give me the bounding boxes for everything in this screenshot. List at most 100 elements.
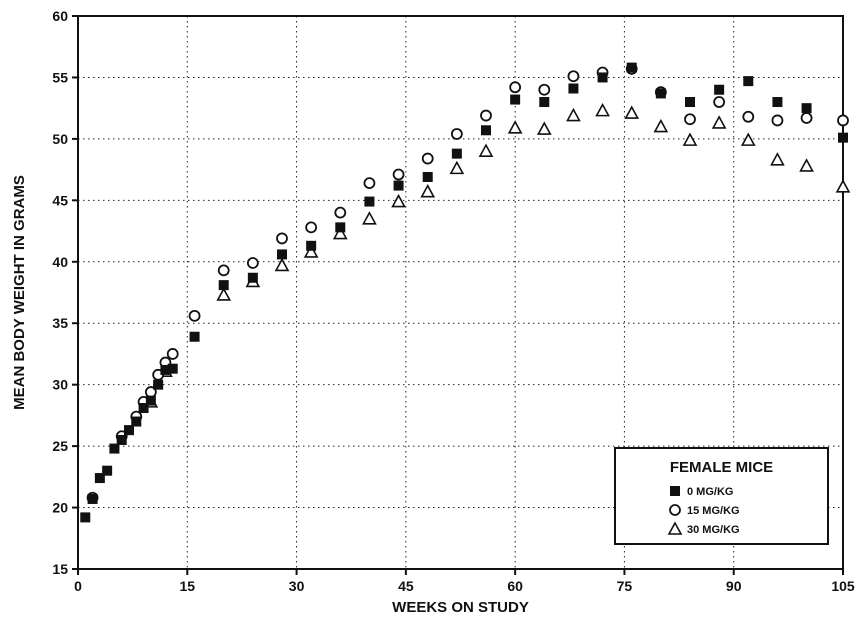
filled-square-point (335, 222, 346, 233)
legend-items: 0 MG/KG 15 MG/KG 30 MG/KG (667, 486, 740, 536)
legend-open-triangle-icon (667, 521, 683, 535)
filled-square-point (510, 94, 521, 105)
legend-item: 15 MG/KG (669, 504, 740, 517)
open-circle-point (742, 110, 755, 123)
open-circle-point (450, 128, 463, 140)
y-axis-title: MEAN BODY WEIGHT IN GRAMS (11, 175, 28, 410)
open-triangle-point (740, 132, 756, 146)
open-circle-point (800, 112, 813, 124)
filled-square-point (167, 363, 178, 374)
y-tick-label: 45 (52, 192, 68, 208)
filled-square-point (94, 473, 105, 484)
open-triangle-point (770, 152, 785, 166)
open-circle-point (421, 152, 434, 165)
filled-square-point (87, 493, 98, 504)
open-triangle-point (478, 143, 494, 157)
open-circle-point (363, 177, 376, 190)
x-tick-label: 45 (398, 578, 414, 594)
legend-filled-square-icon (670, 486, 680, 496)
series-open-triangle (143, 102, 851, 408)
y-tick-label: 20 (52, 500, 68, 516)
open-triangle-point (711, 115, 727, 129)
y-tick-label: 30 (52, 377, 68, 393)
legend-title: FEMALE MICE (670, 459, 773, 476)
y-tick-label: 40 (52, 254, 68, 270)
filled-square-point (393, 180, 404, 191)
axis-ticks: 0 15 30 45 60 75 90 105 15 20 25 30 35 40 45 50 55 60 (52, 8, 854, 594)
y-tick-label: 15 (52, 561, 68, 577)
x-tick-label: 15 (179, 578, 195, 594)
x-tick-label: 105 (831, 578, 855, 594)
x-tick-label: 75 (617, 578, 633, 594)
legend-box (614, 447, 829, 545)
filled-square-point (124, 425, 134, 436)
open-triangle-point (653, 118, 669, 133)
y-tick-label: 25 (52, 438, 68, 454)
open-triangle-point (362, 211, 377, 225)
filled-square-point (109, 443, 120, 454)
plot-frame (77, 15, 844, 570)
legend-label: 30 MG/KG (687, 524, 740, 536)
y-tick-label: 35 (52, 315, 68, 331)
series-filled-square (80, 62, 848, 523)
filled-square-point (568, 83, 579, 94)
open-triangle-point (274, 257, 290, 272)
filled-square-point (772, 97, 783, 108)
open-circle-point (684, 113, 696, 126)
open-triangle-point (682, 132, 698, 146)
filled-square-point (80, 512, 91, 523)
y-tick-label: 50 (52, 131, 68, 147)
filled-square-point (743, 76, 754, 87)
open-circle-point (538, 83, 551, 96)
open-circle-point (166, 348, 179, 360)
filled-square-point (364, 196, 375, 207)
filled-square-point (102, 465, 113, 476)
open-circle-point (246, 257, 259, 269)
legend-item: 30 MG/KG (667, 521, 740, 536)
open-triangle-point (391, 193, 406, 208)
open-circle-point (480, 109, 492, 122)
open-circle-point (509, 81, 522, 94)
open-circle-point (188, 309, 201, 322)
filled-square-point (160, 364, 171, 375)
filled-square-point (481, 125, 491, 136)
open-circle-point (276, 232, 288, 245)
filled-square-point (422, 171, 433, 182)
filled-square-point (838, 132, 848, 143)
filled-square-point (714, 84, 725, 95)
open-circle-point (334, 206, 347, 219)
open-triangle-point (303, 244, 319, 258)
filled-square-point (116, 434, 127, 445)
filled-square-point (218, 280, 229, 291)
legend-open-circle-icon (669, 504, 681, 516)
open-triangle-point (420, 184, 436, 198)
open-triangle-point (536, 121, 552, 135)
open-circle-point (713, 96, 726, 108)
open-circle-point (837, 114, 849, 127)
filled-square-point (539, 97, 550, 108)
filled-square-point (626, 62, 637, 73)
open-triangle-point (799, 158, 814, 172)
filled-square-point (655, 88, 666, 99)
x-tick-label: 90 (726, 578, 742, 594)
legend-label: 0 MG/KG (687, 486, 733, 498)
x-tick-label: 30 (289, 578, 305, 594)
filled-square-point (801, 103, 812, 114)
open-circle-point (217, 264, 230, 277)
open-triangle-point (507, 120, 523, 134)
legend-item: 0 MG/KG (670, 486, 733, 498)
filled-square-point (306, 240, 317, 251)
filled-square-point (131, 416, 142, 427)
filled-square-point (451, 148, 462, 159)
open-circle-point (305, 221, 318, 234)
filled-square-point (277, 249, 287, 260)
open-triangle-point (332, 225, 348, 240)
filled-square-point (247, 272, 258, 283)
open-triangle-point (449, 160, 465, 175)
filled-square-point (145, 395, 156, 406)
y-tick-label: 55 (52, 69, 68, 85)
legend: FEMALE MICE 0 MG/KG 15 MG/KG 30 MG/KG (614, 447, 829, 545)
open-triangle-point (624, 105, 640, 119)
filled-square-point (138, 403, 149, 414)
